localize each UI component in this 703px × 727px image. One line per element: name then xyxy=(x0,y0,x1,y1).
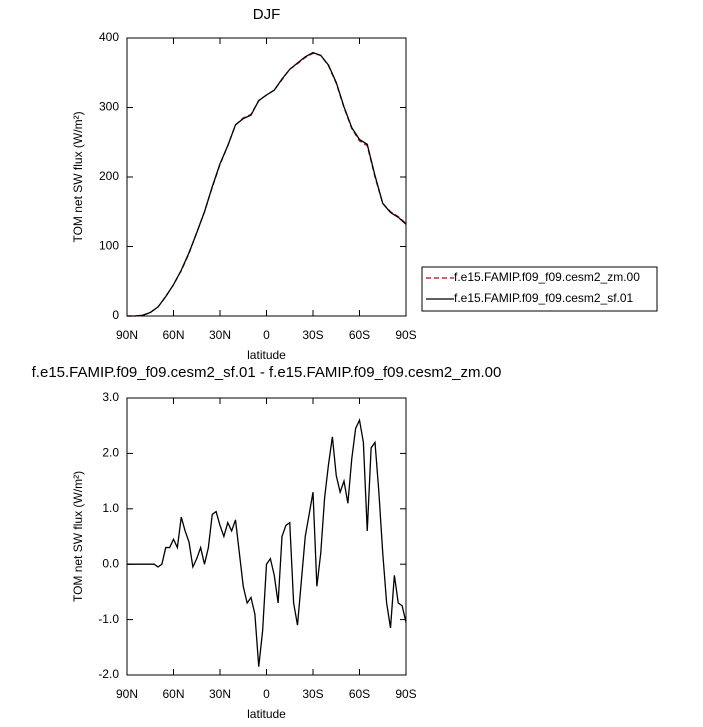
x-axis-label: latitude xyxy=(247,348,286,362)
x-tick-label: 30S xyxy=(302,328,323,342)
y-tick-label: -1.0 xyxy=(98,612,119,626)
y-tick-label: 100 xyxy=(99,239,119,253)
x-axis-label: latitude xyxy=(247,707,286,721)
x-tick-label: 60N xyxy=(162,328,184,342)
y-tick-label: 200 xyxy=(99,169,119,183)
plot-frame xyxy=(126,37,407,317)
x-tick-label: 30N xyxy=(209,687,231,701)
x-tick-label: 60N xyxy=(162,687,184,701)
y-tick-label: 2.0 xyxy=(102,446,119,460)
data-line xyxy=(127,51,407,317)
x-tick-label: 0 xyxy=(263,328,270,342)
chart-title: DJF xyxy=(253,6,281,23)
x-tick-label: 90S xyxy=(395,328,416,342)
legend-label: f.e15.FAMIP.f09_f09.cesm2_sf.01 xyxy=(454,291,634,305)
y-axis-label: TOM net SW flux (W/m²) xyxy=(71,471,85,602)
x-tick-label: 90N xyxy=(116,687,138,701)
legend-box xyxy=(421,266,658,312)
y-tick-label: 400 xyxy=(99,30,119,44)
x-tick-label: 90N xyxy=(116,328,138,342)
y-tick-label: 3.0 xyxy=(102,390,119,404)
plot-frame xyxy=(126,397,407,676)
x-tick-label: 0 xyxy=(263,687,270,701)
y-tick-label: -2.0 xyxy=(98,667,119,681)
data-line xyxy=(127,418,407,667)
legend-label: f.e15.FAMIP.f09_f09.cesm2_zm.00 xyxy=(454,270,640,284)
y-tick-label: 1.0 xyxy=(102,501,119,515)
x-tick-label: 30S xyxy=(302,687,323,701)
x-tick-label: 60S xyxy=(349,687,370,701)
data-line xyxy=(127,52,407,317)
y-tick-label: 0 xyxy=(112,308,119,322)
x-tick-label: 30N xyxy=(209,328,231,342)
x-tick-label: 60S xyxy=(349,328,370,342)
y-axis-label: TOM net SW flux (W/m²) xyxy=(71,111,85,242)
chart-title: f.e15.FAMIP.f09_f09.cesm2_sf.01 - f.e15.… xyxy=(32,364,502,381)
x-tick-label: 90S xyxy=(395,687,416,701)
y-tick-label: 0.0 xyxy=(102,556,119,570)
y-tick-label: 300 xyxy=(99,100,119,114)
